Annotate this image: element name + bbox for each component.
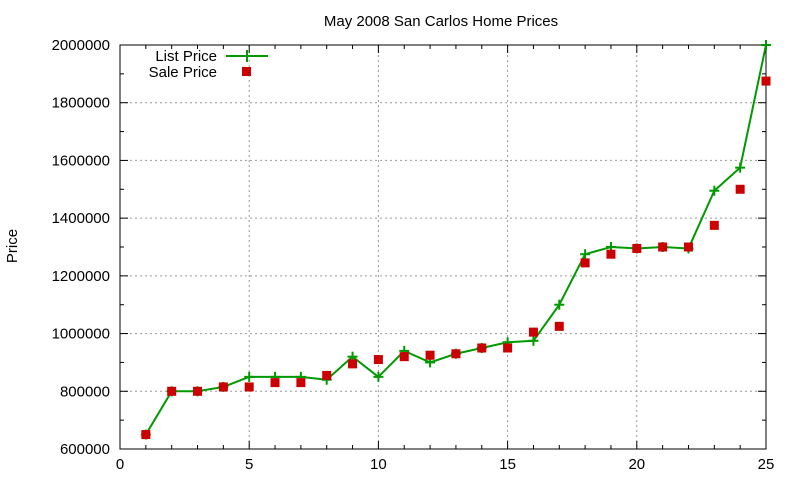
y-tick-label: 2000000 (52, 37, 110, 54)
sale-price-point (761, 76, 771, 86)
tick-labels: 0 5 10 15 20 25 600000 800000 1000000 1200000 1400… (52, 37, 775, 473)
axes (119, 44, 767, 450)
series-sale-price (141, 76, 771, 440)
y-tick-label: 1400000 (52, 210, 110, 227)
legend-marker-sale-price (242, 67, 251, 76)
sale-price-point (373, 355, 383, 365)
x-tick-label: 25 (758, 456, 775, 473)
list-price-point (528, 335, 539, 346)
data-series (140, 40, 771, 440)
y-axis-label: Price (4, 229, 21, 263)
sale-price-point (503, 343, 513, 353)
legend-label-sale-price: Sale Price (149, 64, 217, 81)
legend-marker-list-price (241, 50, 253, 62)
y-tick-label: 1600000 (52, 152, 110, 169)
y-tick-label: 1000000 (52, 326, 110, 343)
y-tick-label: 1200000 (52, 268, 110, 285)
sale-price-point (709, 220, 719, 230)
sale-price-point (683, 242, 693, 252)
sale-price-point (425, 350, 435, 360)
sale-price-point (322, 370, 332, 380)
sale-price-point (554, 321, 564, 331)
sale-price-point (399, 352, 409, 362)
sale-price-point (632, 243, 642, 253)
legend-label-list-price: List Price (155, 48, 217, 65)
list-price-point (554, 299, 565, 310)
sale-price-point (167, 386, 177, 396)
y-tick-label: 800000 (60, 383, 110, 400)
list-price-line (144, 44, 767, 436)
list-price-point (244, 371, 255, 382)
sale-price-point (296, 378, 306, 388)
series-list-price (140, 40, 771, 440)
x-tick-label: 20 (628, 456, 645, 473)
list-price-point (761, 40, 771, 50)
sale-price-point (244, 382, 254, 392)
sale-price-point (141, 430, 151, 440)
sale-price-point (528, 327, 538, 337)
sale-price-point (218, 382, 228, 392)
x-tick-label: 10 (370, 456, 387, 473)
x-tick-label: 0 (116, 456, 124, 473)
list-price-point (709, 185, 720, 196)
list-price-point (580, 249, 591, 260)
sale-price-point (270, 378, 280, 388)
sale-price-point (477, 343, 487, 353)
sale-price-point (348, 359, 358, 369)
y-tick-label: 1800000 (52, 95, 110, 112)
sale-price-point (735, 184, 745, 194)
legend: List Price Sale Price (149, 48, 268, 81)
list-price-point (735, 162, 746, 173)
x-tick-label: 5 (245, 456, 253, 473)
sale-price-point (193, 386, 203, 396)
sale-price-point (451, 349, 461, 359)
sale-price-point (606, 249, 616, 259)
sale-price-point (658, 242, 668, 252)
list-price-point (373, 371, 384, 382)
x-tick-label: 15 (499, 456, 516, 473)
sale-price-point (580, 258, 590, 268)
chart-title: May 2008 San Carlos Home Prices (324, 13, 558, 30)
y-tick-label: 600000 (60, 441, 110, 458)
plot-frame (119, 44, 767, 450)
